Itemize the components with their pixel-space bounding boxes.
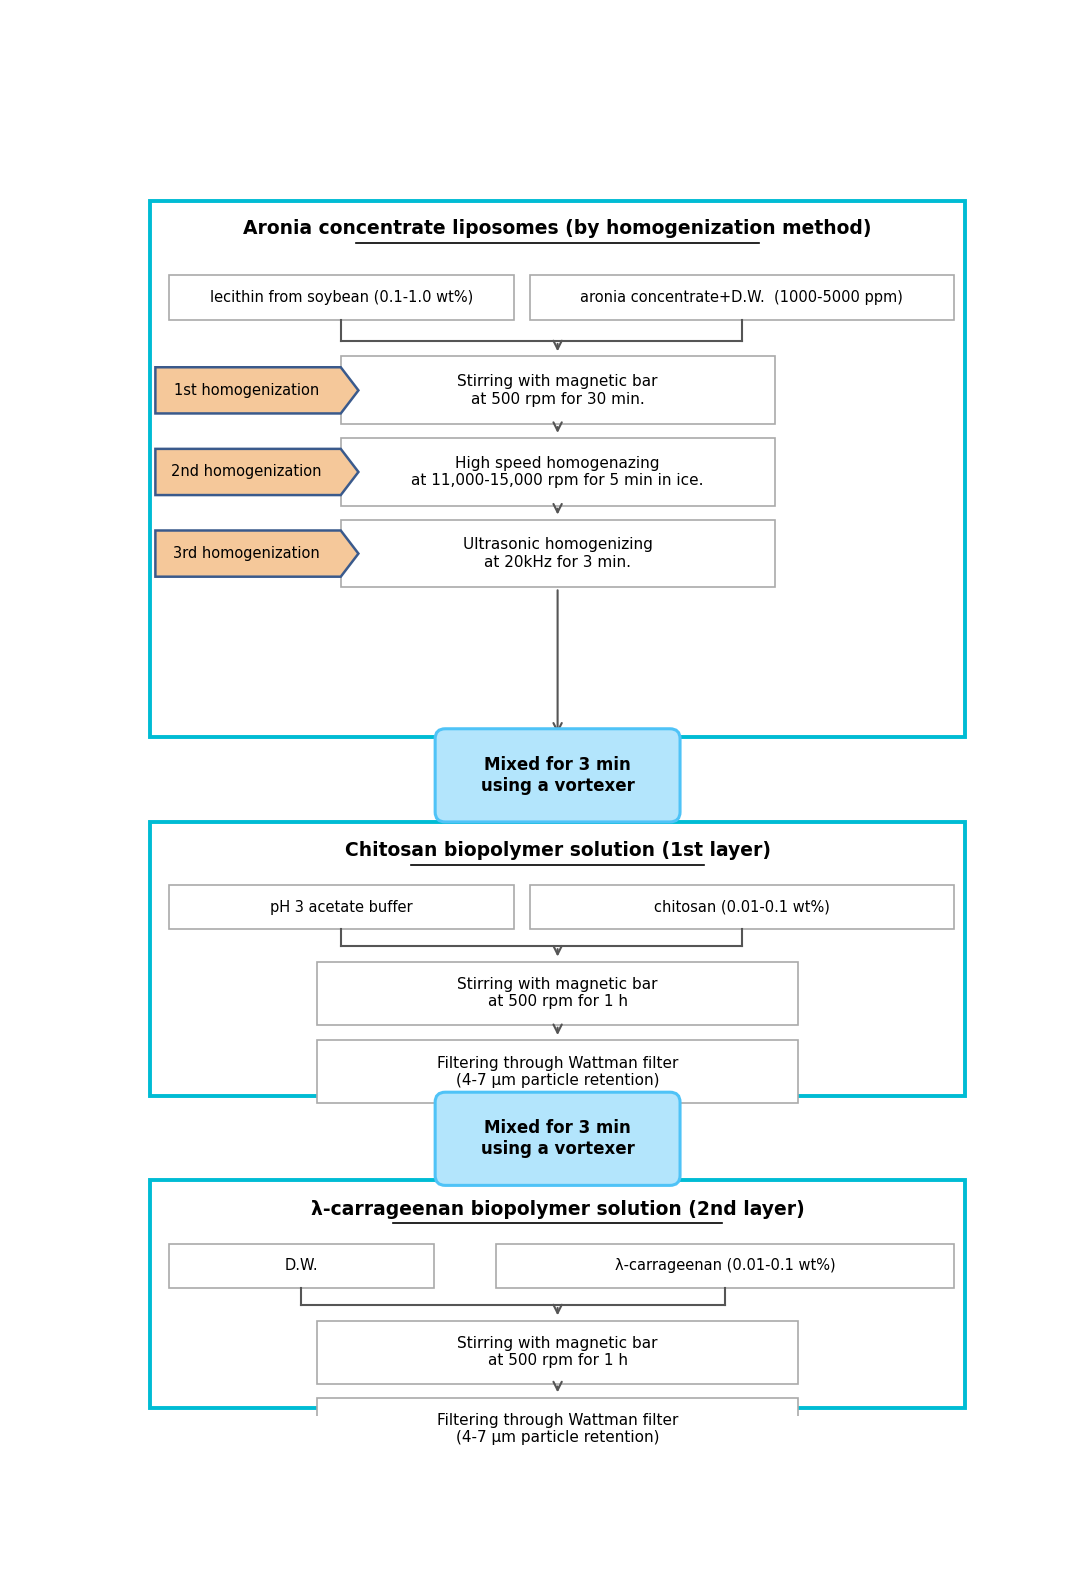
Bar [150, 821, 965, 1096]
Text: 1st homogenization: 1st homogenization [174, 383, 320, 398]
Bar [341, 356, 775, 425]
Text: Mixed for 3 min
using a vortexer: Mixed for 3 min using a vortexer [481, 756, 634, 796]
FancyBboxPatch shape [435, 729, 680, 823]
Text: λ-carrageenan biopolymer solution (2nd layer): λ-carrageenan biopolymer solution (2nd l… [311, 1200, 804, 1219]
Text: Stirring with magnetic bar
at 500 rpm for 1 h: Stirring with magnetic bar at 500 rpm fo… [457, 977, 658, 1009]
Bar [530, 275, 953, 320]
Text: aronia concentrate+D.W.  (1000-5000 ppm): aronia concentrate+D.W. (1000-5000 ppm) [580, 290, 903, 305]
Polygon shape [156, 449, 358, 495]
Bar [169, 885, 515, 929]
Bar [169, 275, 515, 320]
Text: Ultrasonic homogenizing
at 20kHz for 3 min.: Ultrasonic homogenizing at 20kHz for 3 m… [462, 538, 653, 570]
Text: Stirring with magnetic bar
at 500 rpm for 30 min.: Stirring with magnetic bar at 500 rpm fo… [457, 374, 658, 407]
Bar [318, 1321, 798, 1384]
Bar [496, 1244, 953, 1289]
Bar [341, 438, 775, 506]
Bar [150, 200, 965, 737]
Bar [169, 1244, 434, 1289]
Text: Filtering through Wattman filter
(4-7 μm particle retention): Filtering through Wattman filter (4-7 μm… [437, 1055, 678, 1088]
Polygon shape [156, 368, 358, 414]
Text: chitosan (0.01-0.1 wt%): chitosan (0.01-0.1 wt%) [654, 899, 829, 915]
Text: Chitosan biopolymer solution (1st layer): Chitosan biopolymer solution (1st layer) [345, 842, 770, 861]
Text: Stirring with magnetic bar
at 500 rpm for 1 h: Stirring with magnetic bar at 500 rpm fo… [457, 1336, 658, 1368]
Text: lecithin from soybean (0.1-1.0 wt%): lecithin from soybean (0.1-1.0 wt%) [210, 290, 473, 305]
Bar [318, 1397, 798, 1461]
Text: λ-carrageenan (0.01-0.1 wt%): λ-carrageenan (0.01-0.1 wt%) [615, 1258, 836, 1273]
Text: 2nd homogenization: 2nd homogenization [172, 465, 322, 479]
Text: High speed homogenazing
at 11,000-15,000 rpm for 5 min in ice.: High speed homogenazing at 11,000-15,000… [411, 455, 704, 488]
Text: Mixed for 3 min
using a vortexer: Mixed for 3 min using a vortexer [481, 1120, 634, 1158]
Text: pH 3 acetate buffer: pH 3 acetate buffer [270, 899, 412, 915]
Bar [341, 520, 775, 587]
Bar [150, 1181, 965, 1408]
Text: Filtering through Wattman filter
(4-7 μm particle retention): Filtering through Wattman filter (4-7 μm… [437, 1413, 678, 1445]
Text: 3rd homogenization: 3rd homogenization [173, 546, 320, 562]
Bar [318, 1041, 798, 1104]
Bar [530, 885, 953, 929]
Polygon shape [156, 530, 358, 576]
Bar [318, 961, 798, 1025]
FancyBboxPatch shape [435, 1091, 680, 1185]
Text: Aronia concentrate liposomes (by homogenization method): Aronia concentrate liposomes (by homogen… [244, 220, 871, 239]
Text: D.W.: D.W. [285, 1258, 319, 1273]
